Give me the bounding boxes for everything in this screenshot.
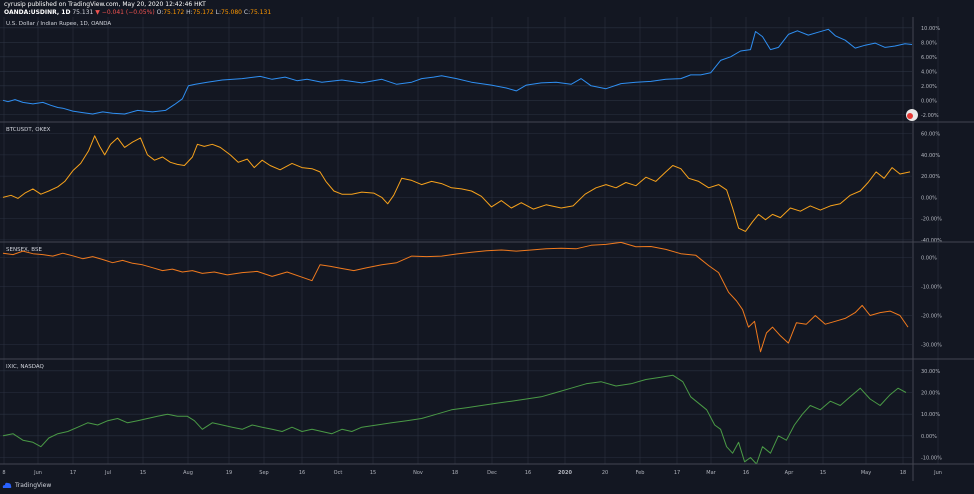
y-tick-label: 0.00% (921, 98, 937, 104)
high-value: 75.172 (192, 9, 214, 16)
tradingview-cloud-icon (2, 482, 12, 488)
y-tick-label: 10.00% (921, 26, 940, 32)
pane-title: U.S. Dollar / Indian Rupee, 1D, OANDA (6, 21, 111, 27)
footer-brand: TradingView (2, 481, 51, 489)
chart-header: cyrusip published on TradingView.com, Ma… (4, 1, 271, 17)
y-tick-label: -10.00% (921, 285, 942, 291)
series-line (2, 374, 907, 465)
close-value: 75.131 (250, 9, 272, 16)
symbol-label[interactable]: OANDA:USDINR, 1D (4, 9, 71, 16)
series-line (2, 28, 913, 115)
tradingview-badge-icon[interactable] (906, 109, 918, 121)
x-tick-label: 18 (452, 470, 458, 476)
y-tick-label: 6.00% (921, 55, 937, 61)
change-value: ▼ −0.041 (−0.05%) (95, 9, 155, 16)
y-tick-label: -2.00% (921, 113, 939, 119)
y-tick-label: 20.00% (921, 174, 940, 180)
x-tick-label: 16 (299, 470, 305, 476)
low-value: 75.080 (221, 9, 242, 16)
open-value: 75.172 (163, 9, 185, 16)
x-tick-label: May (861, 470, 871, 476)
y-tick-label: 0.00% (921, 434, 937, 440)
x-tick-label: 17 (674, 470, 680, 476)
y-tick-label: -30.00% (921, 343, 942, 349)
low-label: L: (215, 9, 221, 16)
x-tick-label: 2020 (558, 470, 572, 476)
x-tick-label: 15 (820, 470, 826, 476)
publish-line: cyrusip published on TradingView.com, Ma… (4, 1, 206, 8)
y-tick-label: 2.00% (921, 84, 937, 90)
pane-title: BTCUSDT, OKEX (6, 127, 51, 133)
open-label: O: (156, 9, 164, 16)
y-tick-label: 8.00% (921, 40, 937, 46)
y-tick-label: -20.00% (921, 217, 942, 223)
x-tick-label: 15 (140, 470, 146, 476)
x-tick-label: Jun (33, 470, 42, 476)
x-tick-label: Apr (785, 470, 795, 476)
x-tick-label: Sep (259, 470, 268, 476)
y-tick-label: -20.00% (921, 314, 942, 320)
x-tick-label: Nov (413, 470, 423, 476)
series-line (2, 135, 911, 232)
x-tick-label: Mar (706, 470, 716, 476)
x-tick-label: 16 (743, 470, 749, 476)
x-tick-label: 20 (602, 470, 608, 476)
y-tick-label: 0.00% (921, 195, 937, 201)
high-label: H: (186, 9, 193, 16)
last-price: 75.131 (72, 9, 94, 16)
x-tick-label: Aug (183, 470, 193, 476)
y-tick-label: 60.00% (921, 132, 940, 138)
y-tick-label: 0.00% (921, 256, 937, 262)
x-tick-label: Oct (334, 470, 343, 476)
pane-title: IXIC, NASDAQ (6, 364, 45, 370)
y-tick-label: 40.00% (921, 153, 940, 159)
x-tick-label: 18 (900, 470, 906, 476)
y-tick-label: 30.00% (921, 369, 940, 375)
close-label: C: (243, 9, 251, 16)
x-tick-label: Dec (487, 470, 497, 476)
x-tick-label: Jun (933, 470, 942, 476)
y-tick-label: 4.00% (921, 69, 937, 75)
y-tick-label: -40.00% (921, 238, 942, 244)
y-tick-label: 20.00% (921, 391, 940, 397)
pane-title: SENSEX, BSE (6, 247, 42, 253)
x-tick-label: 8 (2, 470, 5, 476)
series-line (2, 241, 909, 353)
footer-brand-label: TradingView (15, 481, 52, 489)
x-tick-label: 16 (525, 470, 531, 476)
chart-area[interactable]: 10.00% 8.00% 6.00% 4.00% 2.00% 0.00% -2.00% U.S… (0, 17, 974, 481)
y-tick-label: -10.00% (921, 456, 942, 462)
x-tick-label: 19 (226, 470, 232, 476)
x-tick-label: 15 (370, 470, 376, 476)
y-tick-label: 10.00% (921, 412, 940, 418)
x-tick-label: Jul (104, 470, 111, 476)
ohlc-line: OANDA:USDINR, 1D 75.131 ▼ −0.041 (−0.05%… (4, 9, 271, 17)
x-tick-label: Feb (636, 470, 645, 476)
x-tick-label: 17 (70, 470, 76, 476)
